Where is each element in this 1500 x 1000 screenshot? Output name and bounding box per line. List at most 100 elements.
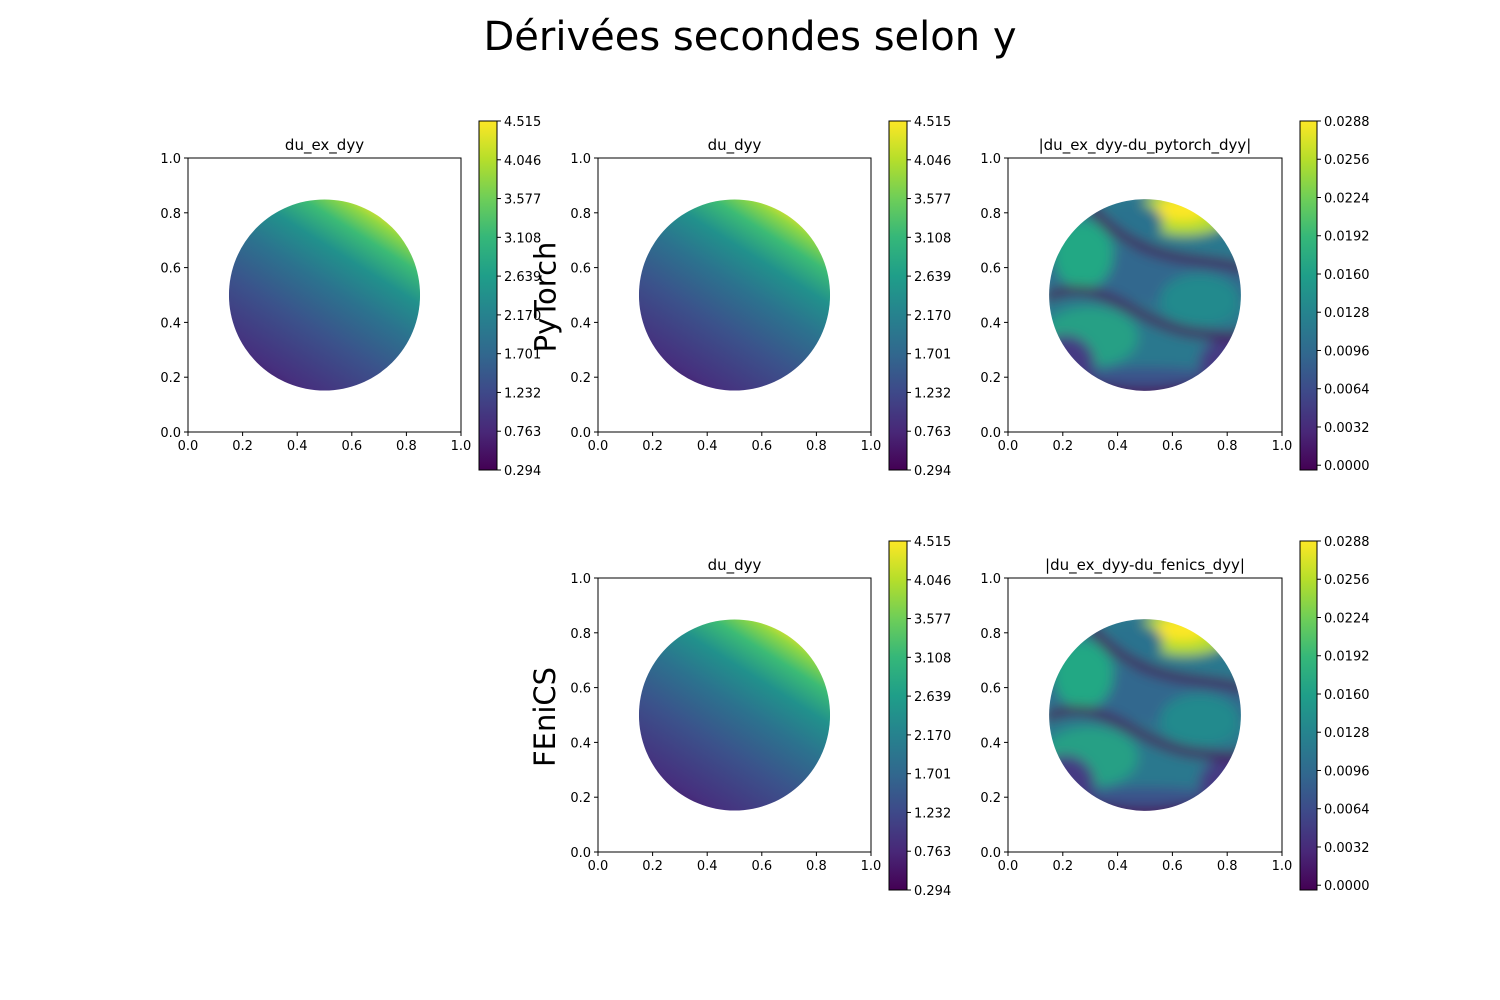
y-tick-label: 0.4 bbox=[570, 736, 591, 751]
x-tick-label: 1.0 bbox=[451, 439, 472, 454]
colorbar-tick-label: 0.0128 bbox=[1324, 306, 1370, 321]
y-tick-label: 1.0 bbox=[570, 152, 591, 167]
colorbar-tick-label: 3.108 bbox=[504, 231, 541, 246]
colorbar: 0.294 0.763 1.232 1.701 2.170 2.639 3.108 3.577… bbox=[888, 115, 951, 479]
x-tick-label: 0.4 bbox=[287, 439, 308, 454]
colorbar-tick-label: 4.515 bbox=[914, 115, 951, 130]
colorbar-tick-label: 2.639 bbox=[914, 690, 951, 705]
x-tick-label: 0.6 bbox=[1162, 439, 1183, 454]
y-tick-label: 0.0 bbox=[570, 426, 591, 441]
y-tick-label: 1.0 bbox=[570, 572, 591, 587]
x-tick-label: 0.2 bbox=[642, 859, 663, 874]
x-tick-label: 0.0 bbox=[998, 859, 1019, 874]
colorbar-tick-label: 0.0000 bbox=[1324, 879, 1370, 894]
y-tick-label: 0.4 bbox=[160, 316, 181, 331]
y-tick-label: 0.4 bbox=[570, 316, 591, 331]
colorbar-tick-label: 0.294 bbox=[914, 884, 951, 899]
y-tick-label: 0.2 bbox=[570, 791, 591, 806]
y-tick-label: 1.0 bbox=[980, 152, 1001, 167]
colorbar-tick-label: 0.0256 bbox=[1324, 153, 1370, 168]
colorbar-frame bbox=[1299, 120, 1318, 471]
y-tick-label: 0.8 bbox=[570, 207, 591, 222]
x-tick-label: 0.0 bbox=[998, 439, 1019, 454]
colorbar-gradient bbox=[1300, 121, 1317, 470]
field-image bbox=[1049, 619, 1241, 811]
x-tick-label: 0.2 bbox=[642, 439, 663, 454]
subplot-title: du_dyy bbox=[708, 136, 762, 155]
y-tick-label: 0.8 bbox=[980, 207, 1001, 222]
field-image bbox=[638, 619, 831, 811]
colorbar-tick-label: 0.0128 bbox=[1324, 726, 1370, 741]
x-tick-label: 0.0 bbox=[588, 859, 609, 874]
colorbar-tick-label: 0.0032 bbox=[1324, 841, 1370, 856]
x-tick-label: 0.4 bbox=[697, 859, 718, 874]
x-tick-label: 0.2 bbox=[232, 439, 253, 454]
colorbar-tick-label: 0.0192 bbox=[1324, 650, 1370, 665]
y-tick-label: 0.6 bbox=[570, 682, 591, 697]
field-image bbox=[638, 199, 831, 391]
y-tick-label: 0.2 bbox=[570, 371, 591, 386]
y-tick-label: 0.6 bbox=[980, 262, 1001, 277]
colorbar-tick-label: 4.046 bbox=[504, 154, 541, 169]
colorbar-tick-label: 3.108 bbox=[914, 651, 951, 666]
y-tick-label: 0.0 bbox=[570, 846, 591, 861]
subplot-4: 0.0 0.2 0.4 0.6 0.8 1.0 0.0 0.2 0.4 0.6 0.8 1.0 du_d… bbox=[570, 535, 951, 899]
colorbar-tick-label: 0.0000 bbox=[1324, 459, 1370, 474]
colorbar-tick-label: 4.046 bbox=[914, 154, 951, 169]
subplot-title: du_ex_dyy bbox=[285, 136, 364, 155]
colorbar-tick-label: 2.170 bbox=[914, 729, 951, 744]
colorbar-tick-label: 0.0192 bbox=[1324, 230, 1370, 245]
colorbar-tick-label: 1.701 bbox=[914, 768, 951, 783]
x-tick-label: 0.2 bbox=[1052, 859, 1073, 874]
y-tick-label: 0.6 bbox=[160, 262, 181, 277]
colorbar-frame bbox=[478, 120, 498, 471]
colorbar-tick-label: 1.232 bbox=[914, 806, 951, 821]
subplot-3: 0.0 0.2 0.4 0.6 0.8 1.0 0.0 0.2 0.4 0.6 0.8 1.0 |du_… bbox=[980, 115, 1369, 474]
x-tick-label: 0.8 bbox=[396, 439, 417, 454]
x-tick-label: 0.4 bbox=[1107, 439, 1128, 454]
colorbar-tick-label: 1.232 bbox=[504, 386, 541, 401]
x-tick-label: 0.4 bbox=[1107, 859, 1128, 874]
colorbar-tick-label: 0.0064 bbox=[1324, 383, 1370, 398]
axes-frame bbox=[1007, 157, 1283, 433]
y-tick-label: 0.0 bbox=[160, 426, 181, 441]
colorbar-gradient bbox=[1300, 541, 1317, 890]
subplot-1: 0.0 0.2 0.4 0.6 0.8 1.0 0.0 0.2 0.4 0.6 0.8 1.0 du_e… bbox=[160, 115, 541, 479]
colorbar-tick-label: 0.0064 bbox=[1324, 803, 1370, 818]
colorbar-tick-label: 2.639 bbox=[504, 270, 541, 285]
colorbar: 0.294 0.763 1.232 1.701 2.170 2.639 3.108 3.577… bbox=[888, 535, 951, 899]
subplot-title: du_dyy bbox=[708, 556, 762, 575]
x-tick-label: 1.0 bbox=[1272, 859, 1293, 874]
x-tick-label: 0.8 bbox=[806, 859, 827, 874]
x-tick-label: 0.0 bbox=[588, 439, 609, 454]
y-tick-label: 0.6 bbox=[570, 262, 591, 277]
subplot-title: |du_ex_dyy-du_fenics_dyy| bbox=[1045, 556, 1245, 575]
y-tick-label: 0.6 bbox=[980, 682, 1001, 697]
colorbar-tick-label: 0.0160 bbox=[1324, 268, 1370, 283]
y-tick-label: 0.0 bbox=[980, 426, 1001, 441]
colorbar-tick-label: 1.701 bbox=[914, 348, 951, 363]
x-tick-label: 0.6 bbox=[1162, 859, 1183, 874]
colorbar-tick-label: 1.232 bbox=[914, 386, 951, 401]
y-tick-label: 1.0 bbox=[160, 152, 181, 167]
colorbar-tick-label: 0.294 bbox=[504, 464, 541, 479]
colorbar-tick-label: 0.0096 bbox=[1324, 344, 1370, 359]
x-tick-label: 0.8 bbox=[806, 439, 827, 454]
y-tick-label: 0.8 bbox=[980, 627, 1001, 642]
colorbar-gradient bbox=[479, 121, 497, 470]
x-tick-label: 0.8 bbox=[1217, 439, 1238, 454]
x-tick-label: 0.8 bbox=[1217, 859, 1238, 874]
y-tick-label: 0.2 bbox=[980, 791, 1001, 806]
colorbar-tick-label: 4.515 bbox=[914, 535, 951, 550]
x-tick-label: 0.6 bbox=[341, 439, 362, 454]
colorbar-tick-label: 0.763 bbox=[914, 845, 951, 860]
colorbar-tick-label: 0.0096 bbox=[1324, 764, 1370, 779]
y-tick-label: 0.4 bbox=[980, 736, 1001, 751]
colorbar-tick-label: 3.577 bbox=[504, 193, 541, 208]
x-tick-label: 0.4 bbox=[697, 439, 718, 454]
y-tick-label: 0.4 bbox=[980, 316, 1001, 331]
x-tick-label: 0.2 bbox=[1052, 439, 1073, 454]
colorbar-tick-label: 2.170 bbox=[504, 309, 541, 324]
figure-title: Dérivées secondes selon y bbox=[483, 14, 1017, 60]
y-tick-label: 0.8 bbox=[570, 627, 591, 642]
